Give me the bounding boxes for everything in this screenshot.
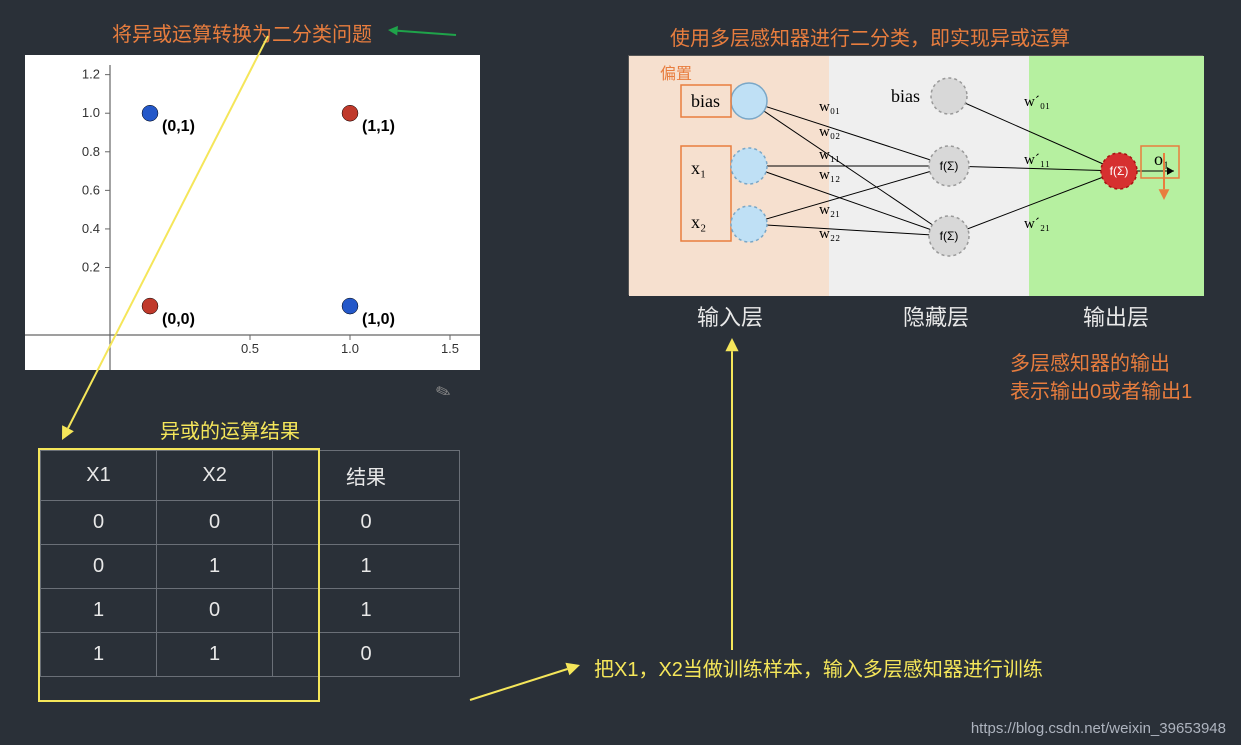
svg-text:bias: bias <box>691 91 720 111</box>
svg-text:0.5: 0.5 <box>241 341 259 356</box>
svg-text:w´₀₁: w´₀₁ <box>1024 94 1050 110</box>
svg-text:1.0: 1.0 <box>82 105 100 120</box>
layer-label-input: 输入层 <box>670 300 790 332</box>
svg-text:w₁₂: w₁₂ <box>819 167 840 183</box>
nn-diagram: w₀₁ w₀₂ w₁₁ w₁₂ w₂₁ w₂₂ w´₀₁ w´₁₁ w´₂₁ o₁ bias x₁ x₂… <box>628 55 1203 295</box>
bias-text: 偏置 <box>660 66 692 83</box>
table-title: 异或的运算结果 <box>160 415 300 444</box>
svg-text:x₁: x₁ <box>691 158 706 178</box>
annotation-text: 使用多层感知器进行二分类，即实现异或运算 <box>670 28 1070 50</box>
nn-svg: w₀₁ w₀₂ w₁₁ w₁₂ w₂₁ w₂₂ w´₀₁ w´₁₁ w´₂₁ o₁ bias x₁ x₂… <box>629 56 1204 296</box>
output-note: 多层感知器的输出 表示输出0或者输出1 <box>1010 350 1192 406</box>
output-note-l1: 多层感知器的输出 <box>1010 350 1192 378</box>
layer-label-output: 输出层 <box>1056 300 1176 332</box>
svg-text:f(Σ): f(Σ) <box>940 229 959 243</box>
svg-text:(1,1): (1,1) <box>362 118 395 135</box>
svg-text:(0,1): (0,1) <box>162 118 195 135</box>
layer-label-hidden: 隐藏层 <box>876 300 996 332</box>
svg-text:0.4: 0.4 <box>82 221 100 236</box>
svg-text:f(Σ): f(Σ) <box>1110 164 1129 178</box>
bias-annotation: 偏置 <box>660 60 692 84</box>
annotation-top-left: 将异或运算转换为二分类问题 <box>112 18 372 47</box>
bottom-note-text: 把X1，X2当做训练样本，输入多层感知器进行训练 <box>594 659 1043 681</box>
scatter-svg: 0.2 0.4 0.6 0.8 1.0 1.2 0.5 1.0 1.5 (0,0) (0,1) (1,… <box>25 55 480 370</box>
svg-text:0.8: 0.8 <box>82 144 100 159</box>
svg-text:0.6: 0.6 <box>82 182 100 197</box>
svg-text:w₀₁: w₀₁ <box>819 99 840 115</box>
svg-text:x₂: x₂ <box>691 212 706 232</box>
svg-text:1.2: 1.2 <box>82 67 100 82</box>
output-note-l2: 表示输出0或者输出1 <box>1010 378 1192 406</box>
svg-text:w₂₁: w₂₁ <box>819 202 840 218</box>
svg-text:w´₂₁: w´₂₁ <box>1024 216 1050 232</box>
svg-text:bias: bias <box>891 86 920 106</box>
watermark: https://blog.csdn.net/weixin_39653948 <box>971 720 1226 737</box>
bottom-note: 把X1，X2当做训练样本，输入多层感知器进行训练 <box>594 653 1043 682</box>
annotation-text: 将异或运算转换为二分类问题 <box>112 24 372 46</box>
svg-text:w₂₂: w₂₂ <box>819 226 840 242</box>
svg-text:(0,0): (0,0) <box>162 311 195 328</box>
svg-text:o₁: o₁ <box>1154 149 1169 169</box>
annotation-top-right: 使用多层感知器进行二分类，即实现异或运算 <box>670 22 1070 51</box>
pencil-icon: ✎ <box>433 380 454 405</box>
svg-text:w₁₁: w₁₁ <box>819 147 840 163</box>
svg-text:1.5: 1.5 <box>441 341 459 356</box>
scatter-chart: 0.2 0.4 0.6 0.8 1.0 1.2 0.5 1.0 1.5 (0,0) (0,1) (1,… <box>25 55 480 370</box>
svg-text:0.2: 0.2 <box>82 260 100 275</box>
svg-text:1.0: 1.0 <box>341 341 359 356</box>
svg-text:(1,0): (1,0) <box>362 311 395 328</box>
table-highlight-box <box>38 448 320 702</box>
svg-text:w´₁₁: w´₁₁ <box>1024 152 1050 168</box>
svg-text:f(Σ): f(Σ) <box>940 159 959 173</box>
svg-text:w₀₂: w₀₂ <box>819 124 840 140</box>
table-title-text: 异或的运算结果 <box>160 421 300 443</box>
